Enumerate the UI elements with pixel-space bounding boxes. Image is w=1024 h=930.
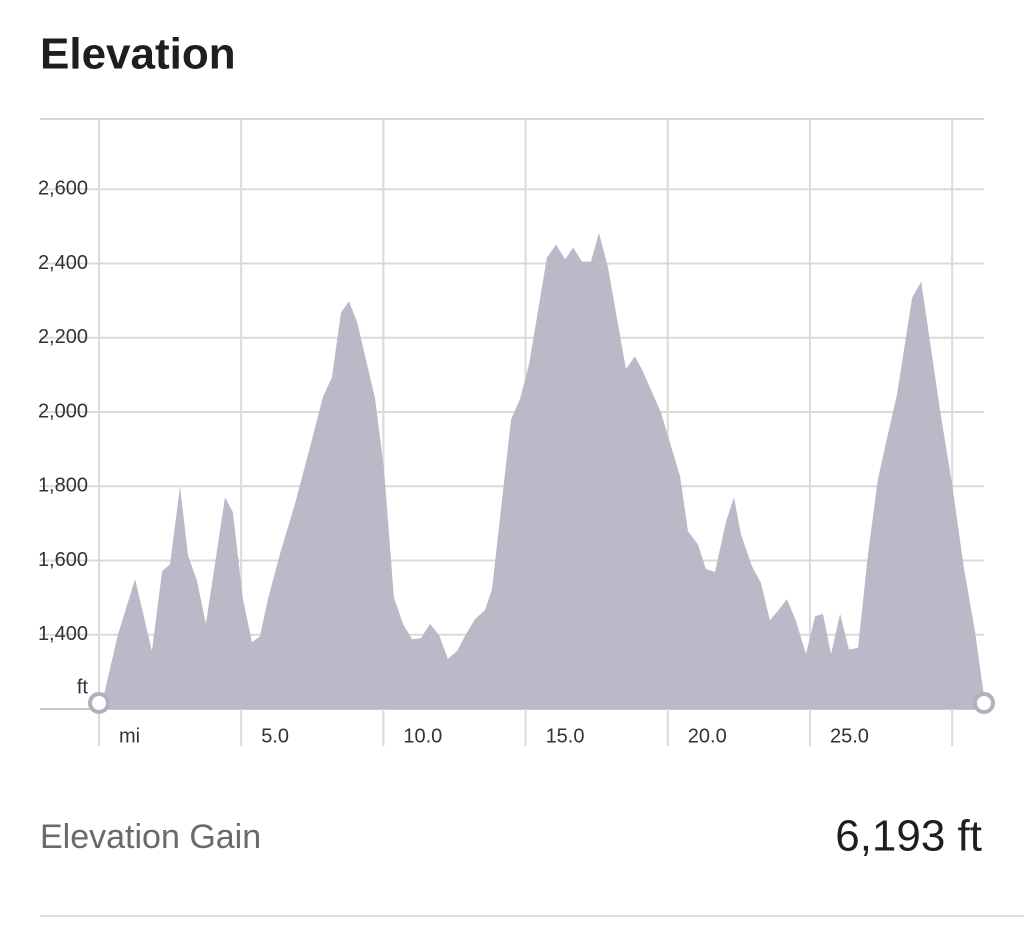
x-tick-label: 20.0	[688, 725, 727, 747]
y-tick-label: 1,800	[38, 475, 88, 497]
x-tick-label: 25.0	[830, 725, 869, 747]
y-tick-label: 2,200	[38, 326, 88, 348]
endpoint-marker	[973, 692, 995, 714]
y-tick-label: 2,000	[38, 400, 88, 422]
axes: ft 1,400 1,600 1,800 2,000 2,200 2,400 2,600 mi 5…	[38, 178, 869, 748]
elevation-area	[104, 232, 985, 709]
x-tick-label: mi	[119, 725, 140, 747]
plot	[88, 232, 995, 714]
x-tick-label: 5.0	[261, 725, 289, 747]
x-tick-label: 15.0	[546, 725, 585, 747]
y-tick-label: 1,600	[38, 549, 88, 571]
endpoint-marker	[88, 692, 110, 714]
y-tick-label: ft	[77, 676, 89, 698]
stat-label: Elevation Gain	[40, 818, 261, 856]
section-title: Elevation	[40, 30, 236, 79]
y-tick-label: 1,400	[38, 623, 88, 645]
y-tick-label: 2,600	[38, 178, 88, 200]
y-tick-label: 2,400	[38, 252, 88, 274]
x-tick-label: 10.0	[403, 725, 442, 747]
stat-value: 6,193 ft	[835, 812, 982, 861]
